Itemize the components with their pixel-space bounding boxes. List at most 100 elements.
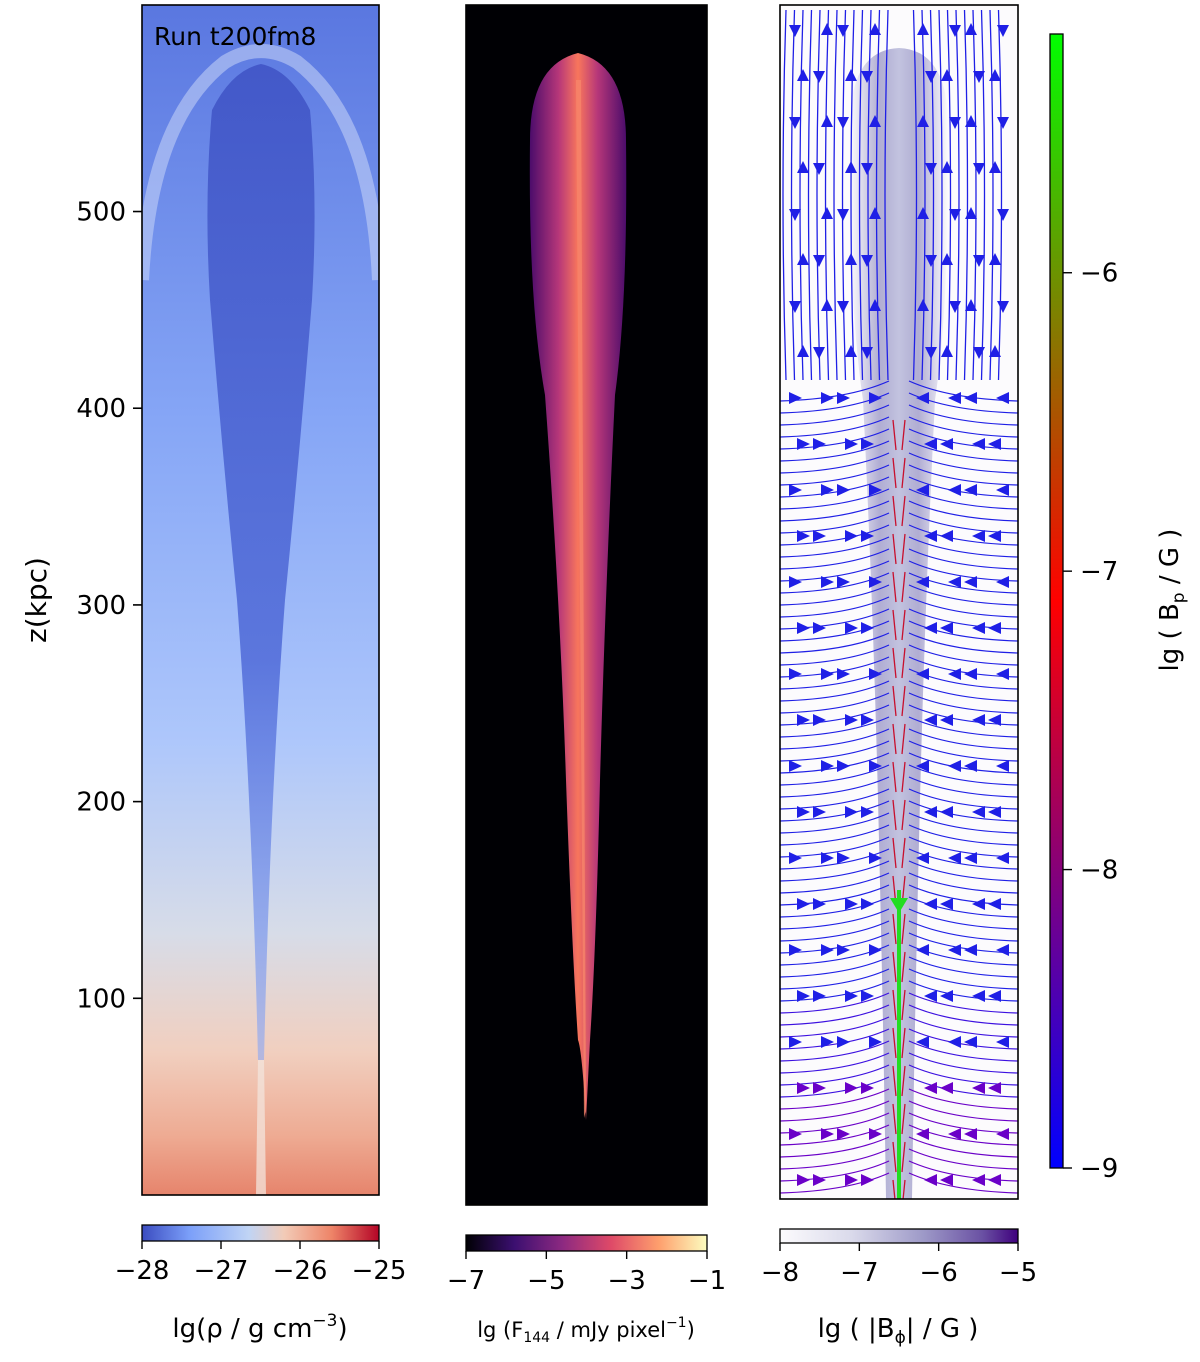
streamline: [780, 908, 890, 930]
streamline: [780, 1040, 890, 1062]
streamline-arrow: [821, 115, 833, 127]
streamline-arrow: [797, 1174, 810, 1186]
streamline: [908, 548, 1018, 570]
streamline: [780, 512, 890, 534]
streamline: [780, 920, 890, 942]
streamline-arrow: [845, 530, 858, 542]
streamline-arrow: [964, 484, 977, 496]
streamline-arrow: [869, 760, 882, 772]
streamline-arrow: [940, 990, 953, 1002]
streamline: [892, 799, 897, 831]
streamline: [780, 548, 890, 570]
streamline: [901, 609, 906, 641]
streamline: [946, 9, 952, 381]
density-colorbar-tick-label: −26: [273, 1256, 328, 1286]
streamline-arrow: [973, 71, 985, 83]
streamline-arrow: [861, 806, 874, 818]
streamline-arrow: [948, 852, 961, 864]
streamline: [892, 495, 897, 527]
streamline-arrow: [845, 345, 857, 357]
streamline-arrow: [845, 438, 858, 450]
streamline: [908, 1148, 1018, 1170]
density-jet-channel: [256, 1060, 266, 1195]
streamline: [908, 788, 1018, 810]
streamline-arrow: [972, 1174, 985, 1186]
streamline: [780, 644, 890, 666]
bphi-colorbar-label: lg ( |Bϕ| / G ): [818, 1314, 979, 1348]
streamline-arrow: [837, 301, 849, 313]
streamline-arrow: [861, 530, 874, 542]
streamline-arrow: [924, 1082, 937, 1094]
streamline: [780, 680, 890, 702]
streamline: [908, 620, 1018, 642]
streamline-arrow: [813, 71, 825, 83]
streamline: [908, 680, 1018, 702]
streamline: [892, 685, 897, 717]
streamline: [908, 572, 1018, 594]
radio-flux-panel: [465, 4, 708, 1206]
streamline-arrow: [813, 622, 826, 634]
streamline-arrow: [861, 347, 873, 359]
streamline-arrow: [965, 207, 977, 219]
streamline-arrow: [964, 760, 977, 772]
streamline: [908, 1004, 1018, 1026]
streamline-arrow: [948, 944, 961, 956]
streamline: [901, 495, 906, 527]
streamline-arrow: [861, 990, 874, 1002]
streamline: [780, 896, 890, 918]
flux-colorbar-tick-label: −7: [447, 1266, 485, 1296]
streamline-arrow: [837, 209, 849, 221]
streamline-arrow: [821, 484, 834, 496]
streamline-arrow: [989, 253, 1001, 265]
streamline: [901, 1065, 906, 1097]
streamline-arrow: [988, 714, 1001, 726]
streamline-arrow: [821, 1128, 834, 1140]
streamline-arrow: [941, 161, 953, 173]
density-colorbar-tick-label: −27: [194, 1256, 249, 1286]
streamlines: [780, 9, 1018, 1199]
streamline-arrow: [988, 1174, 1001, 1186]
streamline: [908, 896, 1018, 918]
streamline-arrow: [972, 622, 985, 634]
streamline: [780, 1100, 890, 1122]
streamline-arrow: [813, 806, 826, 818]
streamline-arrow: [988, 990, 1001, 1002]
streamline-arrow: [996, 1128, 1009, 1140]
streamline-arrow: [972, 1082, 985, 1094]
streamline: [908, 740, 1018, 762]
streamline: [816, 9, 821, 381]
streamline-arrow: [996, 944, 1009, 956]
streamline-arrow: [988, 1082, 1001, 1094]
y-axis-label: z(kpc): [20, 557, 53, 643]
streamline-arrow: [916, 760, 929, 772]
flux-jet-spine: [576, 80, 586, 1118]
streamline: [780, 1064, 890, 1086]
streamline-arrow: [789, 392, 802, 404]
run-annotation: Run t200fm8: [154, 22, 316, 51]
streamline-arrow: [845, 806, 858, 818]
streamline: [780, 740, 890, 762]
streamline-arrow: [917, 23, 929, 35]
streamline: [901, 533, 906, 565]
streamline-arrow: [988, 438, 1001, 450]
streamline-arrow: [813, 1174, 826, 1186]
streamline: [901, 571, 906, 603]
streamline: [841, 9, 847, 381]
streamline-arrow: [948, 760, 961, 772]
streamline: [908, 776, 1018, 798]
streamline: [901, 723, 906, 755]
streamline-arrow: [837, 944, 850, 956]
streamline-arrow: [837, 1036, 850, 1048]
streamline: [884, 9, 889, 381]
streamline-arrow: [925, 163, 937, 175]
bp-jet-axis: [897, 890, 901, 1199]
streamline: [780, 440, 890, 462]
streamline: [780, 716, 890, 738]
streamline: [908, 716, 1018, 738]
streamline-arrow: [869, 576, 882, 588]
streamline-arrow: [869, 944, 882, 956]
streamline-arrow: [988, 622, 1001, 634]
streamline-arrow: [964, 944, 977, 956]
streamline: [938, 9, 943, 381]
